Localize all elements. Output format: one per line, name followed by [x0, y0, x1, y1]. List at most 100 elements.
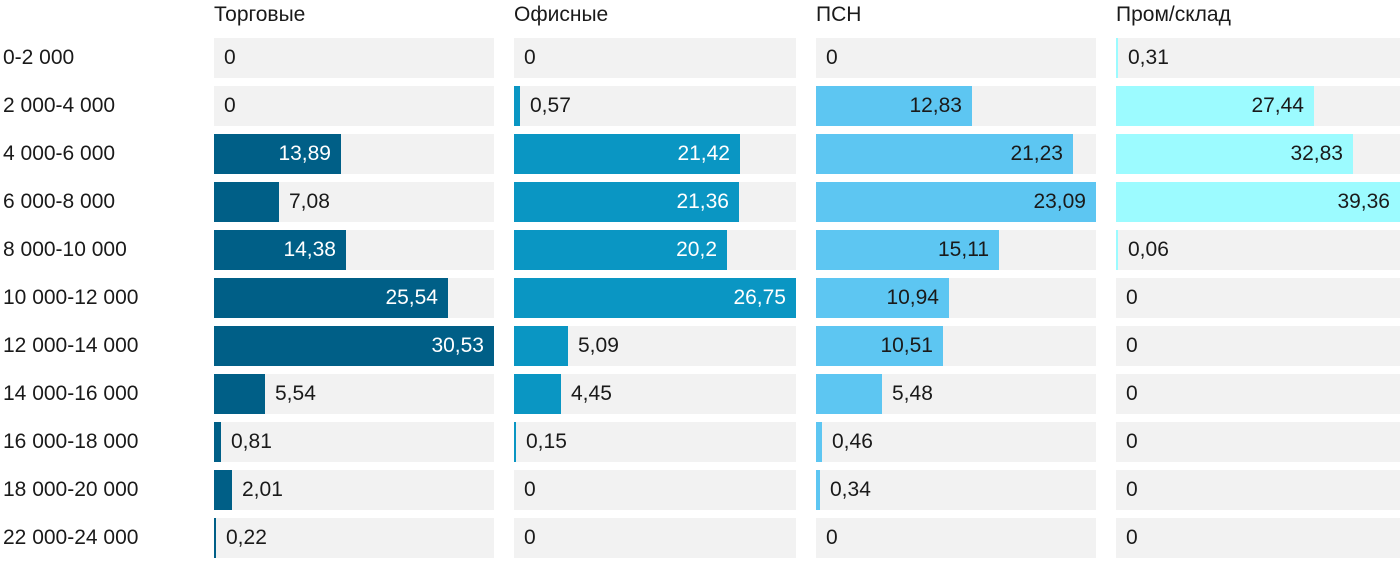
data-label: 0	[524, 46, 536, 69]
row-label: 8 000-10 000	[3, 238, 127, 261]
data-label: 10,94	[886, 286, 939, 309]
bar-track: 14,38	[214, 230, 494, 270]
bar	[816, 134, 1073, 174]
data-label: 0,06	[1128, 238, 1169, 261]
row-label: 12 000-14 000	[3, 334, 139, 357]
bar	[1116, 230, 1118, 270]
bar-track: 0,81	[214, 422, 494, 462]
data-label: 4,45	[571, 382, 612, 405]
bar-track: 0	[816, 518, 1096, 558]
bar-track: 0,31	[1116, 38, 1400, 78]
bar-track: 7,08	[214, 182, 494, 222]
bar-track: 0,46	[816, 422, 1096, 462]
data-label: 5,54	[275, 382, 316, 405]
bar	[816, 230, 999, 270]
bar-track: 4,45	[514, 374, 796, 414]
bar	[816, 182, 1096, 222]
data-label: 21,23	[1010, 142, 1063, 165]
row-label: 10 000-12 000	[3, 286, 139, 309]
data-label: 0	[224, 94, 236, 117]
bar-track: 21,42	[514, 134, 796, 174]
data-label: 12,83	[909, 94, 962, 117]
data-label: 0	[1126, 286, 1138, 309]
data-label: 23,09	[1033, 190, 1086, 213]
bar-track: 15,11	[816, 230, 1096, 270]
data-label: 20,2	[676, 238, 717, 261]
data-label: 0,34	[830, 478, 871, 501]
bar	[514, 278, 796, 318]
data-label: 0	[1126, 526, 1138, 549]
bar	[514, 182, 739, 222]
bar	[816, 278, 949, 318]
bar	[514, 326, 568, 366]
bar-track: 5,09	[514, 326, 796, 366]
bar	[214, 470, 232, 510]
bar-track: 0,06	[1116, 230, 1400, 270]
bar	[514, 422, 516, 462]
panel-title: Пром/склад	[1116, 3, 1231, 26]
bar-track: 0	[514, 38, 796, 78]
data-label: 25,54	[385, 286, 438, 309]
data-label: 0	[1126, 334, 1138, 357]
bar-track: 10,94	[816, 278, 1096, 318]
data-label: 21,36	[676, 190, 729, 213]
bar	[514, 374, 561, 414]
bar-track: 13,89	[214, 134, 494, 174]
panel-title: ПСН	[816, 3, 862, 26]
bar	[816, 326, 943, 366]
row-label: 4 000-6 000	[3, 142, 116, 165]
bar-track: 32,83	[1116, 134, 1400, 174]
bar	[214, 134, 341, 174]
data-label: 0	[224, 46, 236, 69]
bar	[214, 374, 265, 414]
bar	[514, 134, 740, 174]
bar	[214, 230, 346, 270]
bar-track: 0	[214, 38, 494, 78]
bar	[214, 518, 216, 558]
data-label: 0	[1126, 382, 1138, 405]
bar-track: 2,01	[214, 470, 494, 510]
data-label: 0,46	[832, 430, 873, 453]
bar-track: 21,23	[816, 134, 1096, 174]
data-label: 27,44	[1251, 94, 1304, 117]
bar-track: 0	[816, 38, 1096, 78]
bar-track: 0	[1116, 470, 1400, 510]
bar	[214, 326, 494, 366]
data-label: 39,36	[1337, 190, 1390, 213]
data-label: 0,15	[526, 430, 567, 453]
bar	[816, 86, 972, 126]
bar-track: 0	[1116, 326, 1400, 366]
row-label: 6 000-8 000	[3, 190, 116, 213]
data-label: 0	[524, 478, 536, 501]
data-label: 5,09	[578, 334, 619, 357]
bar	[514, 230, 727, 270]
bar	[514, 86, 520, 126]
data-label: 0,81	[231, 430, 272, 453]
data-label: 5,48	[892, 382, 933, 405]
bar-track: 0	[214, 86, 494, 126]
bar	[214, 278, 448, 318]
row-label: 14 000-16 000	[3, 382, 139, 405]
bar	[816, 470, 820, 510]
data-label: 10,51	[880, 334, 933, 357]
bar-track: 5,48	[816, 374, 1096, 414]
bar-track: 39,36	[1116, 182, 1400, 222]
row-label: 0-2 000	[3, 46, 75, 69]
bar	[816, 374, 882, 414]
bar-track: 0	[514, 518, 796, 558]
bar	[1116, 182, 1400, 222]
data-label: 0	[826, 526, 838, 549]
bar	[1116, 134, 1353, 174]
panel-title: Торговые	[214, 3, 306, 26]
data-label: 0,57	[530, 94, 571, 117]
bar-track: 0	[1116, 518, 1400, 558]
bar-track: 0	[1116, 278, 1400, 318]
row-label: 22 000-24 000	[3, 526, 139, 549]
bar-track: 0,15	[514, 422, 796, 462]
data-label: 15,11	[938, 238, 989, 261]
data-label: 0,31	[1128, 46, 1169, 69]
data-label: 30,53	[431, 334, 484, 357]
bar-track: 0,34	[816, 470, 1096, 510]
bar-track: 5,54	[214, 374, 494, 414]
row-label: 2 000-4 000	[3, 94, 116, 117]
